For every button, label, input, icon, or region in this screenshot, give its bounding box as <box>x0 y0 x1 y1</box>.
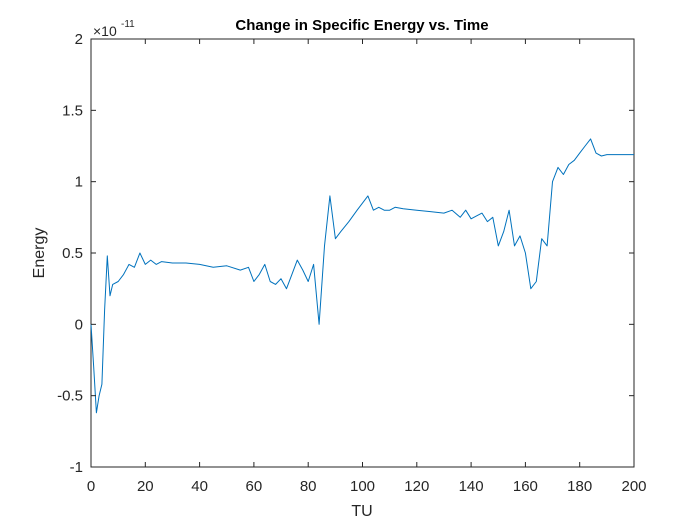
x-tick-label: 0 <box>87 478 95 495</box>
data-layer <box>90 138 634 414</box>
x-tick-label: 40 <box>191 478 208 495</box>
y-tick-label: 1 <box>75 174 83 191</box>
x-tick-label: 100 <box>350 478 375 495</box>
y-tick-label: 1.5 <box>62 102 83 119</box>
x-tick-label: 140 <box>459 478 484 495</box>
x-tick-label: 180 <box>567 478 592 495</box>
x-axis-ticks: 0 20 40 60 80 100 120 140 160 180 200 <box>87 39 647 495</box>
y-tick-label: -0.5 <box>57 388 83 405</box>
energy-series-line <box>90 138 634 414</box>
plot-box <box>90 38 635 468</box>
y-axis-label: Energy <box>31 228 48 279</box>
y-tick-label: -1 <box>70 459 83 476</box>
exponent-base: ×10 <box>93 23 117 39</box>
chart-title: Change in Specific Energy vs. Time <box>235 17 488 34</box>
x-axis-label: TU <box>351 503 372 520</box>
x-tick-label: 60 <box>246 478 263 495</box>
x-tick-label: 80 <box>300 478 317 495</box>
y-tick-label: 2 <box>75 31 83 48</box>
x-tick-label: 20 <box>137 478 154 495</box>
x-tick-label: 160 <box>513 478 538 495</box>
axis-exponent: ×10 -11 <box>93 19 135 39</box>
y-tick-label: 0 <box>75 316 83 333</box>
y-axis-ticks: -1 -0.5 0 0.5 1 1.5 2 <box>57 31 634 476</box>
y-tick-label: 0.5 <box>62 245 83 262</box>
exponent-power: -11 <box>121 19 135 30</box>
x-tick-label: 120 <box>404 478 429 495</box>
plot-area: 0 20 40 60 80 100 120 140 160 180 200 -1 -0.5 0 0.5 1 1… <box>57 31 646 495</box>
x-tick-label: 200 <box>621 478 646 495</box>
